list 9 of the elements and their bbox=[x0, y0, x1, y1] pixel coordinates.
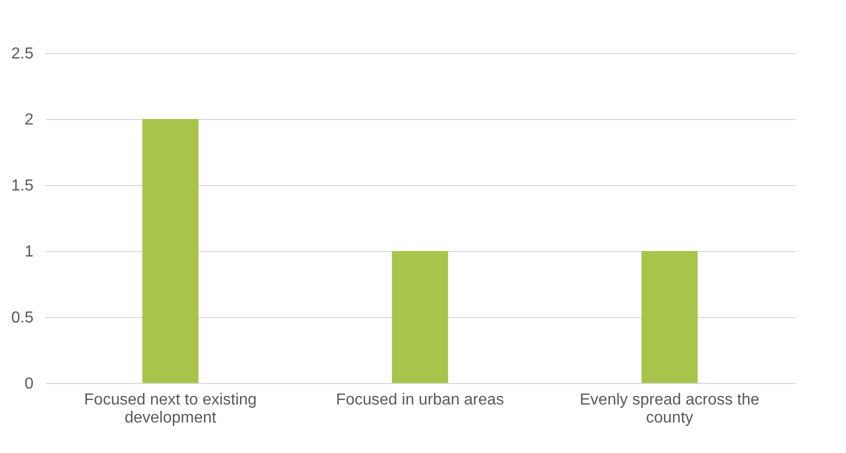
x-tick-label: Focused in urban areas bbox=[336, 392, 504, 408]
x-tick-label: Evenly spread across the county bbox=[580, 392, 760, 426]
y-tick-label: 2 bbox=[24, 112, 34, 128]
y-tick-label: 2.5 bbox=[11, 46, 34, 62]
y-tick-label: 0.5 bbox=[11, 310, 34, 326]
x-tick-label: Focused next to existing development bbox=[84, 392, 257, 426]
y-tick-label: 0 bbox=[24, 376, 34, 392]
y-tick-label: 1 bbox=[24, 244, 34, 260]
y-tick-label: 1.5 bbox=[11, 178, 34, 194]
